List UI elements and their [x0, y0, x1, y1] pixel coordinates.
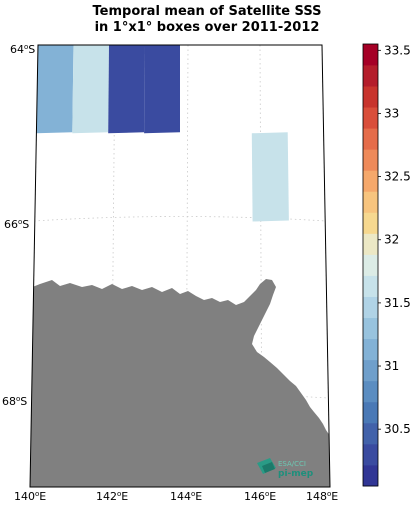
- colorbar-tick-label: 32.5: [384, 170, 411, 184]
- lon-label-144: 144oE: [170, 490, 202, 503]
- colorbar-segment: [363, 317, 378, 340]
- lat-label-66: 66oS: [4, 218, 29, 231]
- sss-box: [72, 45, 109, 134]
- colorbar-segment: [363, 338, 378, 361]
- colorbar-tick-label: 33: [384, 106, 399, 120]
- colorbar-segment: [363, 443, 378, 466]
- colorbar-tick-label: 32: [384, 233, 399, 247]
- colorbar-segment: [363, 275, 378, 297]
- logo-line-1: ESA/CCI: [278, 460, 306, 468]
- antarctic-land: [30, 279, 330, 487]
- sss-box: [108, 45, 145, 134]
- sss-box: [36, 45, 74, 134]
- lat-label-64: 64oS: [10, 43, 35, 56]
- colorbar-segment: [363, 191, 378, 213]
- colorbar-ticks: 30.5 31 31.5 32 32.5 33 33.5: [378, 43, 411, 436]
- colorbar-segment: [363, 464, 378, 487]
- logo-line-2: pi-mep: [278, 469, 314, 479]
- title-line-2: in 1°x1° boxes over 2011-2012: [94, 20, 320, 35]
- colorbar-segment: [363, 149, 378, 171]
- lon-label-146: 146oE: [244, 490, 276, 503]
- colorbar-tick-label: 30.5: [384, 422, 411, 436]
- lat-label-68: 68oS: [2, 395, 27, 408]
- colorbar-segment: [363, 86, 378, 108]
- colorbar-tick-label: 33.5: [384, 43, 411, 57]
- sss-box: [144, 45, 180, 134]
- map-frame: [29, 44, 331, 488]
- colorbar-segment: [363, 65, 378, 87]
- lon-label-148: 148oE: [306, 490, 338, 503]
- longitude-labels: 140oE 142oE 144oE 146oE 148oE: [14, 490, 338, 503]
- colorbar-tick-label: 31: [384, 359, 399, 373]
- colorbar-segment: [363, 170, 378, 192]
- colorbar-segment: [363, 233, 378, 255]
- colorbar: [363, 44, 378, 487]
- colorbar-segment: [363, 380, 378, 403]
- pi-mep-logo: ESA/CCI pi-mep: [257, 458, 314, 479]
- lon-label-140: 140oE: [14, 490, 46, 503]
- colorbar-segment: [363, 254, 378, 276]
- colorbar-segment: [363, 401, 378, 424]
- colorbar-segment: [363, 296, 378, 319]
- colorbar-segment: [363, 359, 378, 382]
- sss-boxes: [36, 45, 289, 222]
- latitude-labels: 64oS 66oS 68oS: [2, 43, 35, 408]
- map-title: Temporal mean of Satellite SSS in 1°x1° …: [0, 4, 414, 36]
- colorbar-segment: [363, 128, 378, 150]
- colorbar-segment: [363, 44, 378, 66]
- lon-label-142: 142oE: [96, 490, 128, 503]
- colorbar-segment: [363, 422, 378, 445]
- sss-box: [251, 132, 289, 222]
- title-line-1: Temporal mean of Satellite SSS: [92, 4, 322, 19]
- colorbar-segment: [363, 212, 378, 234]
- colorbar-tick-label: 31.5: [384, 296, 411, 310]
- colorbar-segment: [363, 107, 378, 129]
- colorbar-frame: [362, 43, 379, 487]
